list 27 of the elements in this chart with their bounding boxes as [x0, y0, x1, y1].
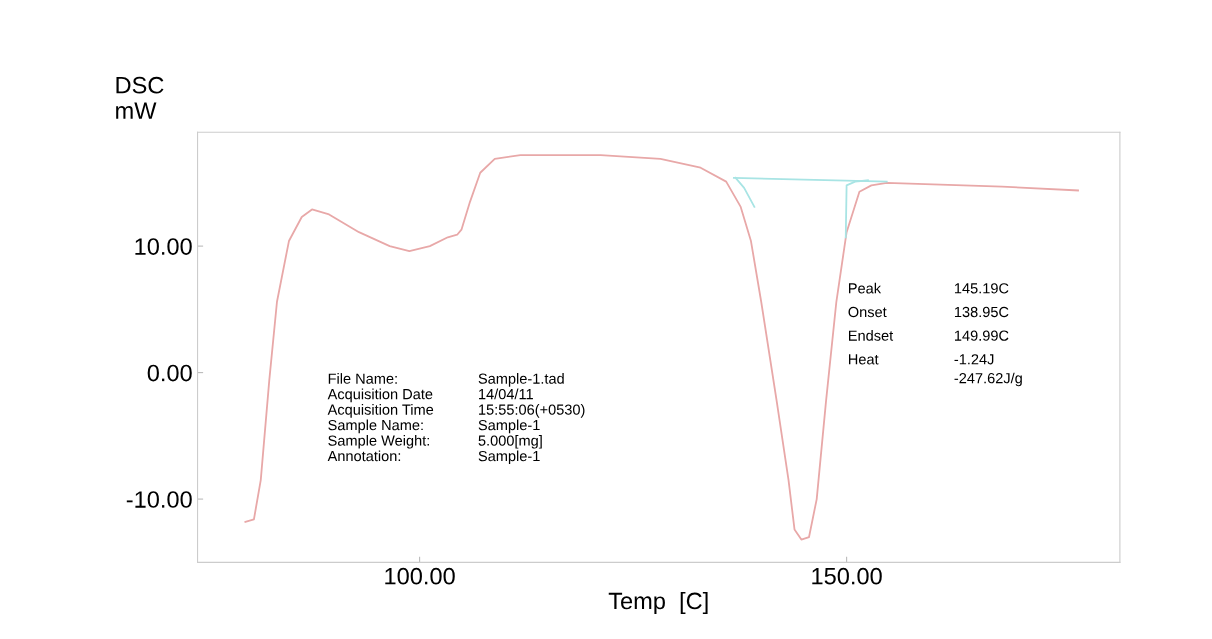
annotation: Sample Weight: [328, 435, 429, 449]
annotation: Endset [849, 330, 894, 341]
annotation: File Name: [328, 373, 397, 384]
annotation: Onset [848, 306, 887, 318]
annotation: 14/04/11 [479, 388, 533, 400]
annotation: Annotation: [327, 450, 401, 462]
y-tick-label: 10.00 [135, 238, 192, 255]
annotation: Heat [849, 354, 879, 365]
x-axis-title: Temp [C] [608, 591, 708, 614]
annotation: Sample-1 [478, 419, 540, 434]
annotation: Sample-1.tad [478, 373, 564, 387]
annotation: Acquisition Time [327, 404, 434, 418]
y-tick-label: -10.00 [126, 491, 192, 508]
annotation: 149.99C [954, 330, 1009, 341]
y-axis-title: DSC mW [116, 76, 164, 119]
x-tick-label: 150.00 [812, 567, 882, 585]
annotation: 5.000[mg] [478, 435, 542, 449]
annotation: Sample-1 [478, 450, 540, 465]
annotation: -1.24J -247.62J/g [954, 354, 1022, 387]
annotation: Sample Name: [328, 419, 423, 434]
y-tick-label: 0.00 [147, 364, 192, 382]
annotation: Peak [849, 282, 882, 294]
annotation: Acquisition Date [327, 388, 433, 403]
x-tick-label: 100.00 [385, 567, 455, 585]
annotation: 15:55:06(+0530) [479, 404, 585, 418]
annotation: 145.19C [954, 283, 1009, 294]
annotation: 138.95C [954, 306, 1009, 318]
